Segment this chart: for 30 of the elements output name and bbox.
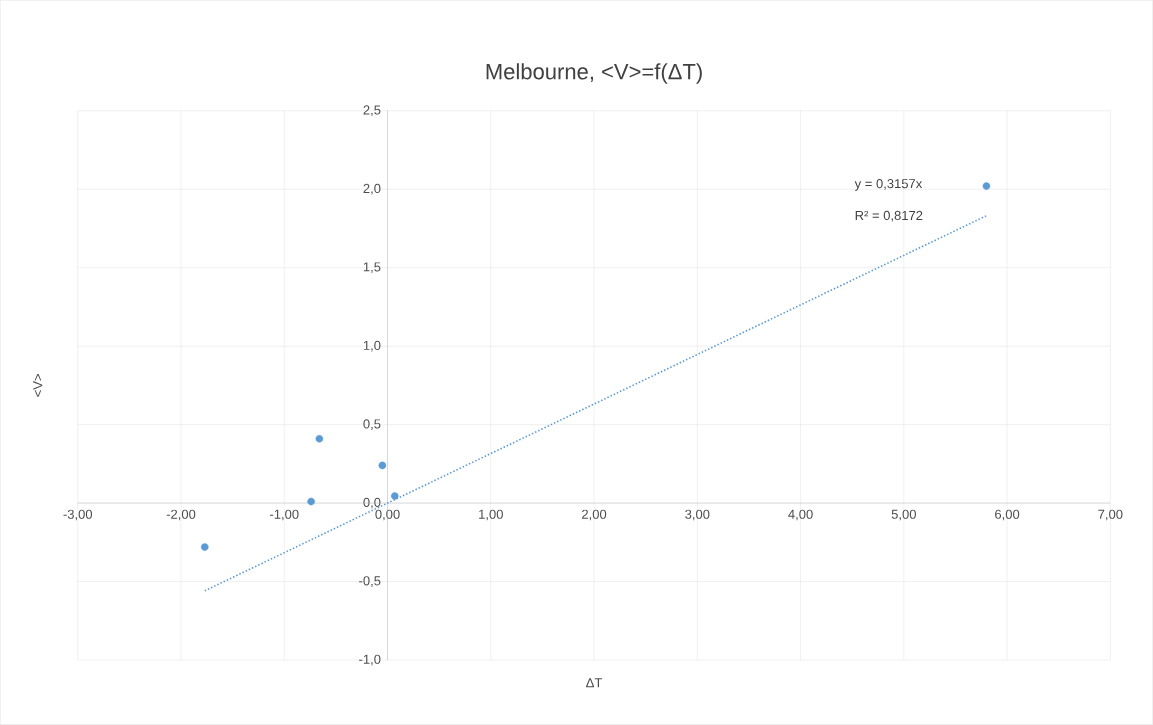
point xyxy=(390,492,399,500)
x-axis-title: ΔT xyxy=(586,678,603,688)
x-tick-label: -3,00 xyxy=(63,509,93,521)
x-tick-label: 6,00 xyxy=(995,509,1020,521)
y-tick-label: 0,0 xyxy=(363,497,381,509)
x-tick-label: 7,00 xyxy=(1098,509,1123,521)
x-tick-label: 5,00 xyxy=(891,509,916,521)
y-tick-label: 1,5 xyxy=(363,262,381,274)
chart-title: Melbourne, <V>=f(ΔT) xyxy=(486,63,702,84)
y-axis-title: <V> xyxy=(33,374,43,397)
y-tick-label: 1,0 xyxy=(363,340,381,352)
annotation: y = 0,3157x xyxy=(854,179,923,191)
point xyxy=(982,182,991,190)
x-tick-label: 2,00 xyxy=(582,509,607,521)
x-tick-label: 0,00 xyxy=(375,509,400,521)
annotation: R² = 0,8172 xyxy=(855,210,923,222)
x-tick-label: 4,00 xyxy=(788,509,813,521)
x-tick-label: -1,00 xyxy=(270,509,299,521)
y-tick-label: 2,5 xyxy=(363,105,381,117)
point xyxy=(200,543,209,551)
point xyxy=(307,497,315,506)
x-tick-label: -2,00 xyxy=(166,509,196,521)
y-tick-label: -1,0 xyxy=(359,654,381,666)
point xyxy=(315,435,324,443)
y-tick-label: 2,0 xyxy=(363,183,381,195)
y-tick-label: 0,5 xyxy=(363,419,381,431)
x-tick-label: 3,00 xyxy=(685,509,710,521)
x-tick-label: 1,00 xyxy=(479,509,503,521)
point xyxy=(378,461,387,470)
y-tick-label: -0,5 xyxy=(359,576,381,588)
